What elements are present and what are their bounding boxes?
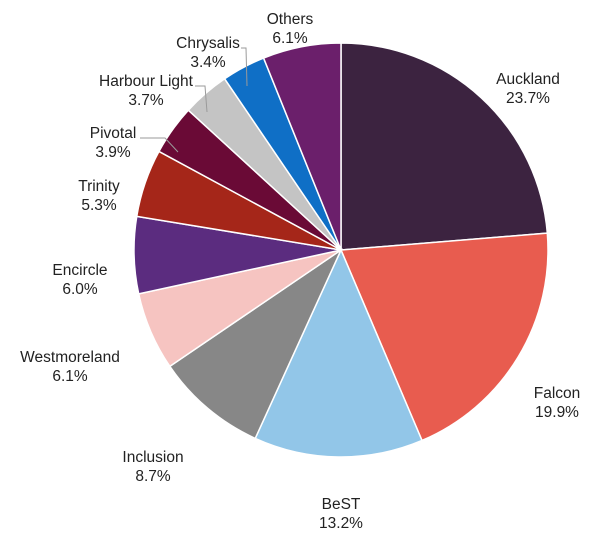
slice-name: Auckland xyxy=(496,71,560,88)
pie-slice-best xyxy=(254,248,423,458)
pie-slice-others xyxy=(262,42,342,251)
slice-percentage: 23.7% xyxy=(506,90,550,107)
slice-percentage: 8.7% xyxy=(135,468,171,485)
pie-slice-auckland xyxy=(340,42,549,251)
slice-label-pivotal: Pivotal 3.9% xyxy=(90,125,137,161)
slice-name: Inclusion xyxy=(122,449,183,466)
slice-label-chrysalis: Chrysalis 3.4% xyxy=(176,35,240,71)
slice-percentage: 3.7% xyxy=(128,92,164,109)
slice-name: Harbour Light xyxy=(99,73,194,90)
slice-label-inclusion: Inclusion 8.7% xyxy=(122,449,183,485)
slice-label-best: BeST 13.2% xyxy=(319,496,363,532)
slice-label-harbour-light: Harbour Light 3.7% xyxy=(99,73,194,109)
slice-percentage: 19.9% xyxy=(535,404,579,421)
slice-name: Trinity xyxy=(78,178,120,195)
slice-percentage: 6.1% xyxy=(272,30,308,47)
leader-line-chrysalis xyxy=(241,47,248,87)
slice-percentage: 13.2% xyxy=(319,515,363,532)
slice-labels: Auckland 23.7% Falcon 19.9% BeST 13.2% Inclusi… xyxy=(20,11,580,532)
pie-slice-falcon xyxy=(339,232,549,442)
slice-label-westmoreland: Westmoreland 6.1% xyxy=(20,349,120,385)
slice-label-others: Others 6.1% xyxy=(267,11,314,47)
slice-name: Westmoreland xyxy=(20,349,120,366)
slice-percentage: 6.1% xyxy=(52,368,88,385)
slice-label-falcon: Falcon 19.9% xyxy=(534,385,581,421)
slice-percentage: 3.4% xyxy=(190,54,226,71)
leader-lines xyxy=(140,47,248,153)
slice-name: Encircle xyxy=(52,262,107,279)
slice-percentage: 5.3% xyxy=(81,197,117,214)
pie-slice-inclusion xyxy=(168,247,343,440)
slice-name: Chrysalis xyxy=(176,35,240,52)
slice-label-auckland: Auckland 23.7% xyxy=(496,71,560,107)
slice-percentage: 3.9% xyxy=(95,144,131,161)
slice-percentage: 6.0% xyxy=(62,281,98,298)
leader-line-harbour-light xyxy=(195,85,208,113)
leader-line-pivotal xyxy=(140,137,179,153)
slice-name: Falcon xyxy=(534,385,581,402)
pie-slices xyxy=(133,42,549,458)
slice-name: Pivotal xyxy=(90,125,137,142)
slice-label-encircle: Encircle 6.0% xyxy=(52,262,107,298)
slice-label-trinity: Trinity 5.3% xyxy=(78,178,120,214)
slice-name: Others xyxy=(267,11,314,28)
slice-name: BeST xyxy=(322,496,361,513)
